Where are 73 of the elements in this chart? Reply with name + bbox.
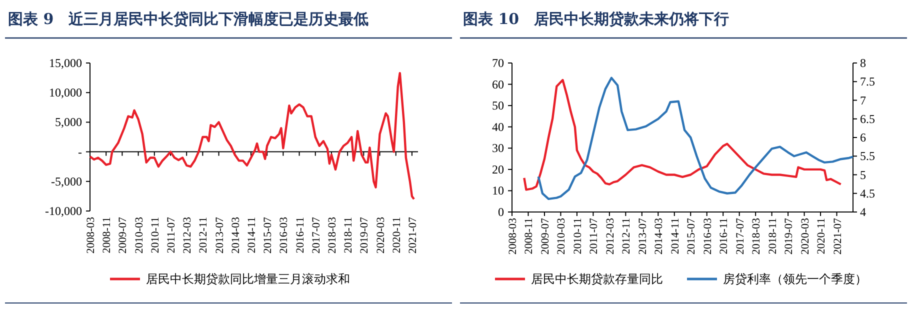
y-tick-label: 70 bbox=[492, 56, 504, 70]
x-tick-label: 2014-11 bbox=[246, 217, 258, 254]
y2-tick-label: 6 bbox=[860, 130, 866, 144]
x-tick-label: 2014-03 bbox=[230, 216, 242, 254]
x-tick-label: 2009-07 bbox=[117, 216, 130, 254]
x-tick-label: 2008-03 bbox=[507, 218, 519, 255]
x-tick-label: 2011-07 bbox=[165, 216, 178, 254]
x-tick-label: 2012-03 bbox=[182, 216, 194, 254]
x-tick-label: 2015-07 bbox=[686, 218, 698, 255]
x-tick-label: 2016-11 bbox=[294, 217, 306, 254]
x-tick-label: 2011-07 bbox=[588, 218, 600, 254]
x-tick-label: 2010-11 bbox=[149, 217, 162, 254]
x-tick-label: 2016-03 bbox=[278, 216, 290, 254]
x-tick-label: 2014-11 bbox=[669, 218, 682, 254]
x-tick-label: 2018-03 bbox=[750, 218, 763, 255]
x-tick-label: 2021-07 bbox=[832, 218, 844, 255]
x-tick-label: 2014-03 bbox=[653, 218, 666, 255]
x-tick-label: 2012-11 bbox=[198, 217, 210, 254]
y2-tick-label: 8 bbox=[860, 56, 866, 70]
y-tick-label: -10,000 bbox=[45, 204, 82, 218]
y-tick-label: 50 bbox=[492, 98, 504, 113]
x-tick-label: 2016-03 bbox=[702, 218, 714, 255]
x-tick-label: 2018-11 bbox=[766, 218, 779, 254]
x-tick-label: 2010-11 bbox=[572, 218, 584, 254]
chart-title: 图表 9 近三月居民中长贷同比下滑幅度已是历史最低 bbox=[8, 10, 369, 28]
y-tick-label: 0 bbox=[498, 205, 504, 219]
x-tick-label: 2020-11 bbox=[816, 218, 828, 254]
y-tick-label: 20 bbox=[492, 162, 504, 176]
chart-title: 图表 10 居民中长期贷款未来仍将下行 bbox=[463, 10, 730, 28]
line-series bbox=[88, 72, 416, 200]
x-tick-label: 2021-07 bbox=[406, 216, 419, 254]
line-series bbox=[537, 76, 854, 200]
x-tick-label: 2020-03 bbox=[374, 216, 387, 254]
y2-tick-label: 4 bbox=[860, 205, 866, 219]
x-tick-label: 2013-07 bbox=[214, 216, 226, 254]
y-tick-label: 30 bbox=[492, 141, 504, 156]
y2-tick-label: 4.5 bbox=[860, 186, 875, 200]
x-tick-label: 2018-11 bbox=[342, 217, 355, 254]
line-series bbox=[523, 78, 842, 191]
x-tick-label: 2008-11 bbox=[101, 217, 114, 254]
y-tick-label: 10 bbox=[492, 184, 504, 198]
y-tick-label: -5,000 bbox=[51, 174, 82, 188]
x-tick-label: 2018-03 bbox=[326, 216, 338, 254]
y-tick-label: - bbox=[78, 144, 82, 159]
legend-label: 居民中长期贷款存量同比 bbox=[531, 272, 663, 286]
y2-tick-label: 5 bbox=[860, 168, 866, 182]
y-tick-label: 15,000 bbox=[49, 56, 82, 70]
x-tick-label: 2008-03 bbox=[85, 216, 97, 254]
legend-label: 居民中长期贷款同比增量三月滚动求和 bbox=[146, 272, 350, 286]
x-tick-label: 2015-07 bbox=[262, 216, 274, 254]
x-tick-label: 2019-07 bbox=[358, 216, 371, 254]
x-tick-label: 2010-03 bbox=[133, 216, 146, 254]
y2-tick-label: 6.5 bbox=[860, 112, 875, 126]
x-tick-label: 2012-03 bbox=[604, 218, 616, 255]
x-tick-label: 2019-07 bbox=[783, 218, 796, 255]
y2-tick-label: 7.5 bbox=[860, 74, 875, 89]
x-tick-label: 2017-07 bbox=[734, 218, 746, 255]
y-tick-label: 40 bbox=[492, 120, 504, 134]
y-tick-label: 5,000 bbox=[55, 115, 82, 130]
x-tick-label: 2017-07 bbox=[310, 216, 322, 254]
y-tick-label: 10,000 bbox=[49, 86, 82, 100]
x-tick-label: 2016-11 bbox=[718, 218, 730, 254]
x-tick-label: 2008-11 bbox=[523, 218, 536, 254]
x-tick-label: 2020-11 bbox=[390, 217, 403, 254]
y2-tick-label: 5.5 bbox=[860, 149, 875, 164]
x-tick-label: 2012-11 bbox=[620, 218, 633, 254]
x-tick-label: 2010-03 bbox=[556, 218, 568, 255]
x-tick-label: 2009-07 bbox=[539, 218, 552, 255]
y-tick-label: 60 bbox=[492, 77, 504, 92]
x-tick-label: 2013-07 bbox=[636, 218, 649, 255]
legend-label: 房贷利率（领先一个季度） bbox=[723, 272, 867, 286]
y2-tick-label: 7 bbox=[860, 93, 866, 108]
x-tick-label: 2020-03 bbox=[799, 218, 812, 255]
